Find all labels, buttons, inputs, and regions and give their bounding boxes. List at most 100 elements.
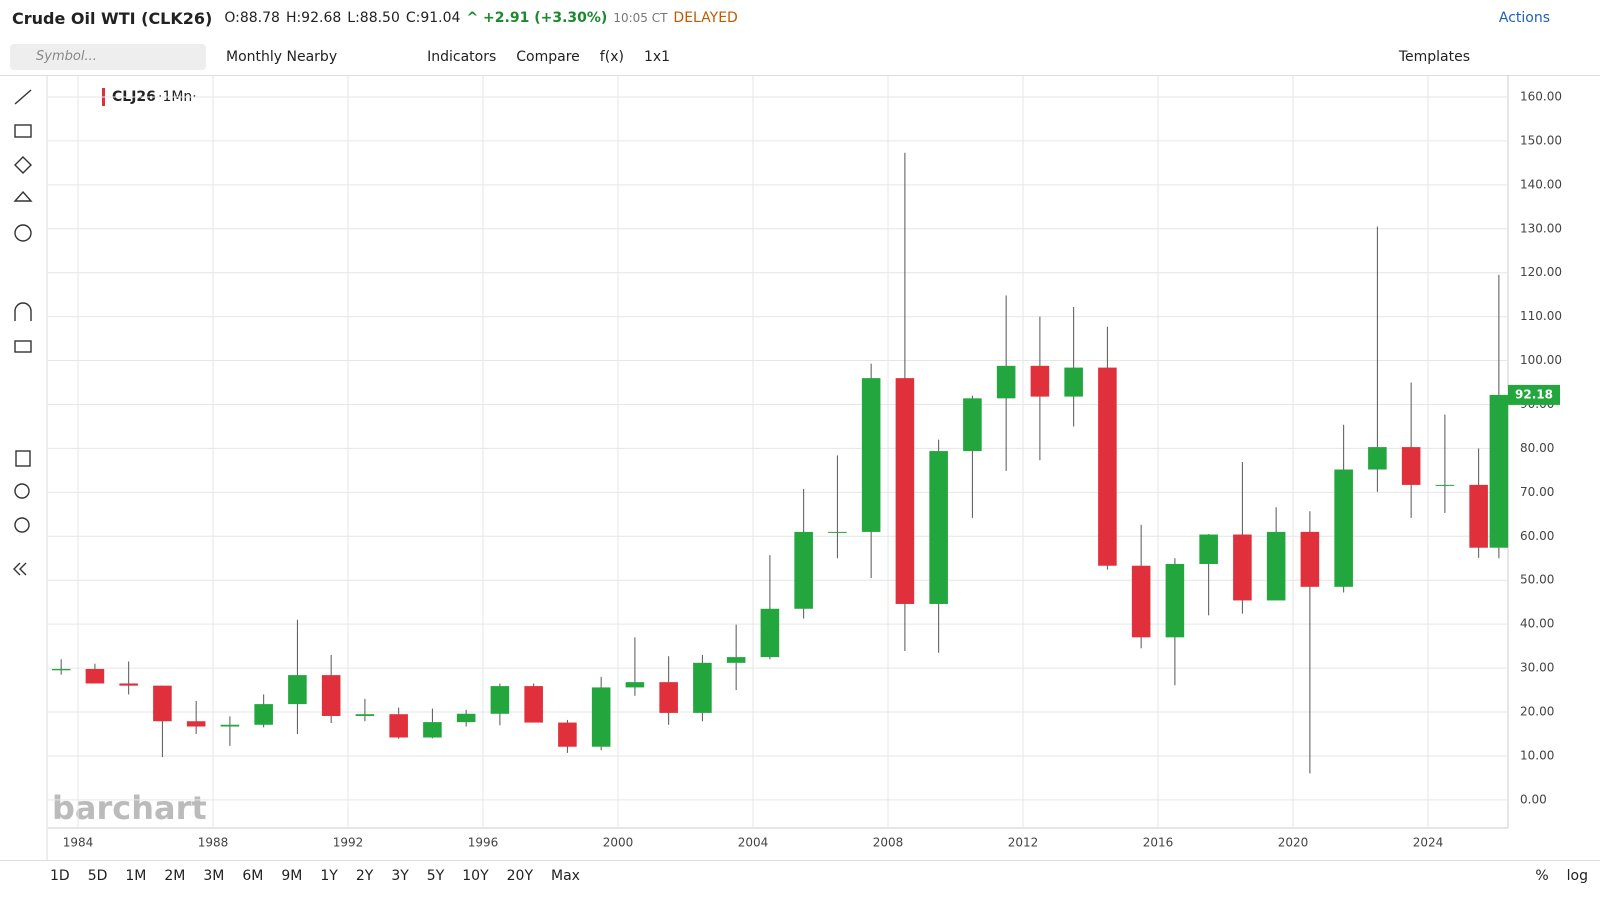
- magnet-icon[interactable]: [14, 302, 32, 321]
- range-button[interactable]: 2M: [164, 868, 186, 884]
- x-tick-label: 1988: [198, 836, 229, 850]
- candle-body: [288, 675, 307, 705]
- candle-body: [1368, 447, 1387, 470]
- chart: CLJ26 ·1Mn· barchart 0.0010.0020.0030.00…: [13, 75, 1562, 860]
- candle-body: [726, 657, 746, 663]
- candle-body: [423, 722, 442, 738]
- candle-body: [929, 451, 948, 604]
- watermark: barchart: [52, 789, 207, 827]
- y-tick-label: 100.00: [1520, 353, 1562, 367]
- range-button[interactable]: Max: [551, 868, 580, 884]
- candle-body: [591, 687, 611, 747]
- candle-body: [693, 662, 712, 713]
- candle-body: [1131, 565, 1151, 638]
- range-button[interactable]: 3Y: [391, 868, 409, 884]
- y-tick-label: 10.00: [1520, 748, 1554, 762]
- tool-icon[interactable]: [14, 156, 32, 174]
- x-tick-label: 1996: [468, 836, 499, 850]
- candle-body: [51, 668, 71, 671]
- lock-icon[interactable]: [14, 340, 32, 353]
- candle-body: [828, 531, 847, 533]
- actions-button[interactable]: Actions: [1498, 10, 1550, 26]
- candle-body: [1401, 447, 1421, 485]
- y-tick-label: 80.00: [1520, 441, 1554, 455]
- collapse-icon[interactable]: [13, 562, 27, 576]
- x-tick-label: 1992: [333, 836, 364, 850]
- candle-body: [1300, 531, 1320, 587]
- range-button[interactable]: 1Y: [320, 868, 338, 884]
- x-tick-label: 2024: [1413, 836, 1444, 850]
- x-tick-label: 2000: [603, 836, 634, 850]
- range-button[interactable]: 5Y: [426, 868, 445, 884]
- y-tick-label: 30.00: [1520, 661, 1554, 675]
- candle-body: [456, 713, 476, 723]
- y-tick-label: 160.00: [1520, 89, 1562, 103]
- candle-body: [760, 608, 780, 658]
- drawing-tools: [13, 89, 33, 576]
- y-tick-label: 120.00: [1520, 265, 1562, 279]
- candle-body: [1489, 394, 1509, 548]
- zoom-out-icon[interactable]: [14, 517, 30, 533]
- y-tick-label: 60.00: [1520, 529, 1554, 543]
- zoom-in-icon[interactable]: [14, 483, 30, 499]
- percent-button[interactable]: %: [1535, 868, 1549, 884]
- candle-body: [1098, 367, 1117, 566]
- range-button[interactable]: 9M: [281, 868, 303, 884]
- candle-body: [1469, 484, 1488, 548]
- candle-body: [659, 682, 678, 713]
- range-button[interactable]: 5D: [87, 868, 108, 884]
- x-tick-label: 2016: [1143, 836, 1174, 850]
- fx-button[interactable]: f(x): [599, 48, 624, 65]
- x-tick-label: 2012: [1008, 836, 1039, 850]
- candle-body: [1334, 469, 1353, 587]
- toolbar: Symbol... Monthly Nearby Indicators Comp…: [0, 38, 1600, 76]
- period-select[interactable]: Monthly Nearby: [226, 48, 338, 65]
- symbol-placeholder: Symbol...: [36, 49, 97, 64]
- candle-body: [625, 682, 645, 688]
- log-button[interactable]: log: [1566, 868, 1588, 884]
- range-button[interactable]: 20Y: [506, 868, 533, 884]
- footer: 1D 5D 1M 2M 3M 6M 9M 1Y 2Y 3Y 5Y 10Y 20Y Max % log: [0, 860, 1600, 891]
- range-button[interactable]: 2Y: [355, 868, 374, 884]
- range-button[interactable]: 1M: [125, 868, 147, 884]
- title: Crude Oil WTI (CLK26): [12, 8, 213, 28]
- tool-icon[interactable]: [14, 224, 32, 242]
- candle-body: [1435, 484, 1455, 486]
- range-button[interactable]: 1D: [50, 868, 70, 884]
- y-tick-label: 110.00: [1520, 309, 1562, 323]
- candle-body: [996, 365, 1016, 399]
- candle-body: [794, 531, 813, 609]
- y-tick-label: 50.00: [1520, 573, 1554, 587]
- indicators-button[interactable]: Indicators: [427, 48, 497, 65]
- candle-body: [85, 668, 105, 684]
- candle-body: [220, 724, 240, 727]
- tool-icon[interactable]: [13, 190, 33, 202]
- quote-open: O:88.78: [224, 10, 280, 26]
- x-tick-label: 1984: [63, 836, 94, 850]
- candle-body: [355, 714, 375, 716]
- symbol-search[interactable]: Symbol...: [10, 43, 206, 70]
- candle-body: [254, 704, 273, 725]
- templates-button[interactable]: Templates: [1398, 48, 1470, 65]
- y-tick-label: 70.00: [1520, 485, 1554, 499]
- candle-body: [321, 675, 341, 716]
- range-button[interactable]: 10Y: [462, 868, 489, 884]
- range-button[interactable]: 3M: [203, 868, 225, 884]
- tool-icon[interactable]: [14, 89, 32, 105]
- candle-body: [1199, 534, 1218, 564]
- tool-icon[interactable]: [14, 124, 32, 138]
- quote-change: ^ +2.91 (+3.30%): [466, 10, 608, 26]
- y-tick-label: 150.00: [1520, 133, 1562, 147]
- candle-body: [1064, 367, 1083, 397]
- compare-button[interactable]: Compare: [516, 48, 580, 65]
- candle-body: [861, 378, 881, 532]
- range-button[interactable]: 6M: [242, 868, 264, 884]
- x-tick-label: 2004: [738, 836, 769, 850]
- candle-body: [1165, 563, 1185, 638]
- candle-body: [1030, 365, 1050, 397]
- trash-icon[interactable]: [15, 450, 31, 467]
- header: Crude Oil WTI (CLK26) O:88.78 H:92.68 L:…: [0, 0, 1600, 36]
- layout-select[interactable]: 1x1: [643, 48, 671, 65]
- last-price-tag: [1508, 384, 1560, 405]
